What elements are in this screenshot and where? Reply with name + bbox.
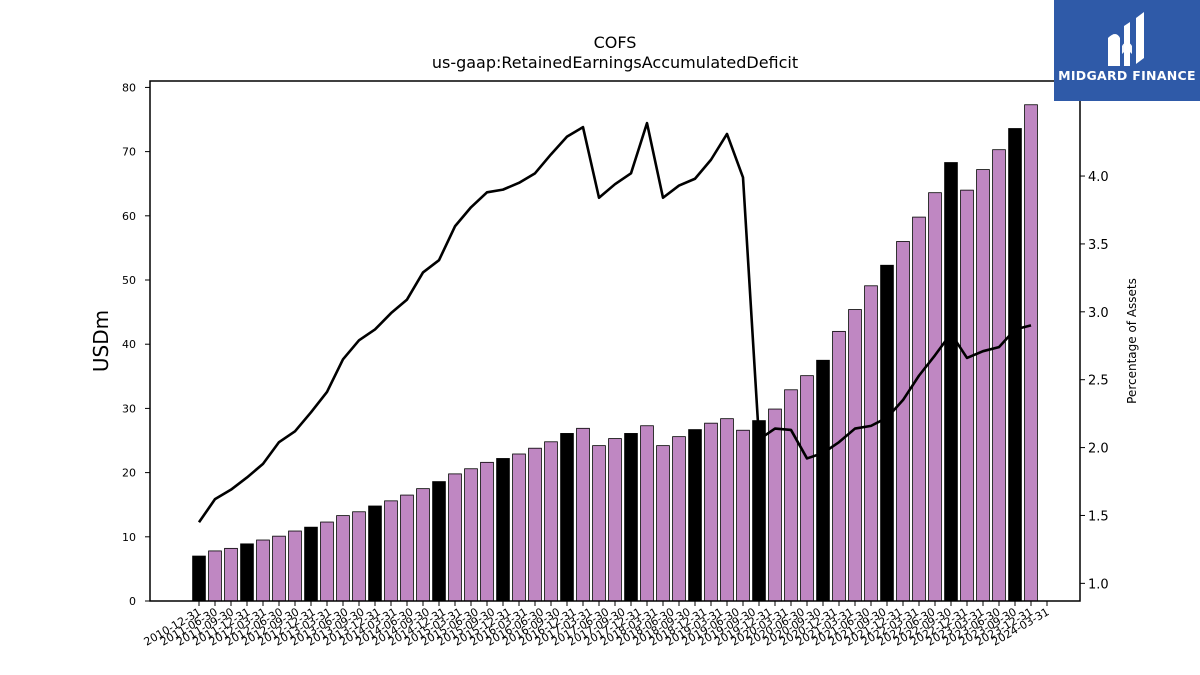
y-tick-label: 0	[129, 595, 136, 608]
y-tick-label: 20	[122, 467, 136, 480]
bar	[496, 458, 510, 602]
bar	[464, 468, 478, 602]
y2-axis-label: Percentage of Assets	[1125, 278, 1139, 404]
bar	[192, 555, 206, 602]
bar	[368, 505, 382, 602]
bar	[912, 216, 926, 602]
y-tick-label: 60	[122, 210, 136, 223]
bar	[832, 330, 846, 602]
bar	[320, 521, 334, 602]
y2-tick-label: 3.5	[1088, 238, 1109, 253]
bar	[944, 162, 958, 602]
bar	[848, 309, 862, 602]
bar	[528, 447, 542, 602]
y-tick-label: 30	[122, 402, 136, 415]
bar	[992, 149, 1006, 602]
chart-title: COFS	[594, 33, 637, 52]
bar	[544, 441, 558, 602]
bar	[720, 418, 734, 602]
bar	[784, 389, 798, 602]
bar	[1024, 104, 1038, 602]
bar	[880, 264, 894, 602]
bar	[384, 500, 398, 602]
y-tick-label: 70	[122, 146, 136, 159]
bar	[800, 375, 814, 602]
y2-tick-label: 1.5	[1088, 509, 1109, 524]
bar	[240, 543, 254, 602]
bar	[432, 481, 446, 602]
bar	[400, 494, 414, 602]
bar	[560, 433, 574, 602]
bar	[976, 169, 990, 602]
bar	[896, 241, 910, 602]
bar	[608, 438, 622, 602]
y2-tick-label: 4.0	[1088, 170, 1109, 185]
y-tick-label: 80	[122, 81, 136, 94]
bar	[1008, 128, 1022, 602]
brand-logo: MIDGARD FINANCE	[1054, 0, 1200, 101]
bar	[304, 526, 318, 602]
y-tick-label: 10	[122, 531, 136, 544]
bar	[864, 285, 878, 602]
y2-tick-label: 2.0	[1088, 442, 1109, 457]
y-tick-label: 40	[122, 338, 136, 351]
chart-subtitle: us-gaap:RetainedEarningsAccumulatedDefic…	[432, 53, 798, 72]
bar	[208, 550, 222, 602]
percentage-line	[197, 121, 1032, 523]
logo-text: MIDGARD FINANCE	[1058, 68, 1196, 83]
logo-mark-icon	[1108, 12, 1144, 66]
bar	[960, 189, 974, 602]
bar	[352, 511, 366, 602]
bar	[224, 547, 238, 602]
bar	[576, 427, 590, 602]
bar	[272, 535, 286, 602]
bar	[736, 429, 750, 602]
bar	[672, 436, 686, 602]
bar	[928, 192, 942, 602]
bar	[656, 445, 670, 602]
y2-tick-label: 2.5	[1088, 374, 1109, 389]
bar	[688, 429, 702, 602]
y-axis-label: USDm	[89, 310, 113, 372]
bar	[336, 515, 350, 602]
bar	[640, 425, 654, 602]
bar	[416, 488, 430, 602]
bar	[512, 453, 526, 602]
bar	[624, 433, 638, 602]
bar	[256, 539, 270, 602]
bar	[768, 408, 782, 602]
bar	[480, 461, 494, 602]
bar	[448, 473, 462, 602]
bar	[752, 420, 766, 602]
y2-tick-label: 1.0	[1088, 577, 1109, 592]
y2-tick-label: 3.0	[1088, 306, 1109, 321]
bar	[816, 359, 830, 602]
bar	[592, 445, 606, 602]
bar	[704, 422, 718, 602]
bar	[288, 530, 302, 602]
y-tick-label: 50	[122, 274, 136, 287]
